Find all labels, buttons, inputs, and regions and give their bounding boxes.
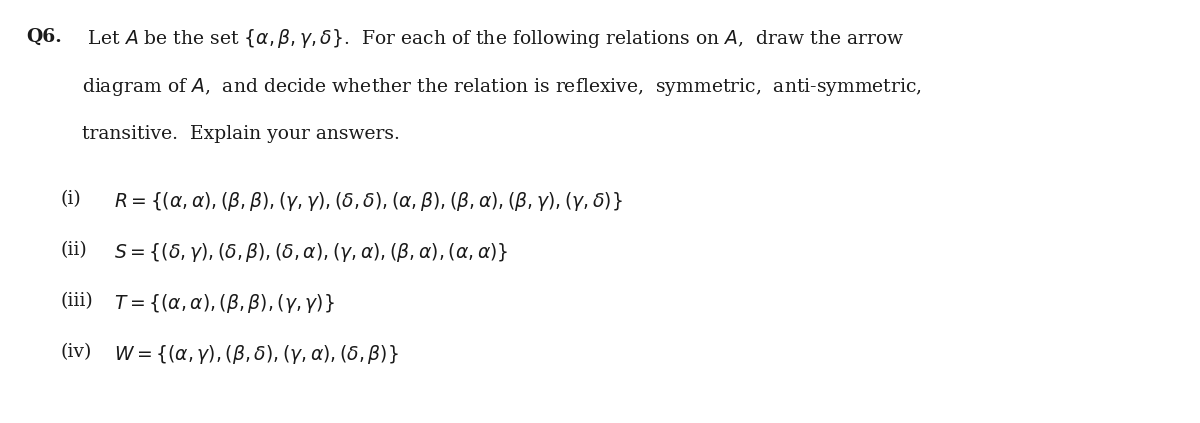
Text: $T = \{(\alpha, \alpha), (\beta, \beta), (\gamma, \gamma)\}$: $T = \{(\alpha, \alpha), (\beta, \beta),…	[114, 292, 335, 315]
Text: Q6.: Q6.	[26, 27, 62, 46]
Text: diagram of $A$,  and decide whether the relation is reflexive,  symmetric,  anti: diagram of $A$, and decide whether the r…	[82, 76, 922, 98]
Text: (iii): (iii)	[60, 292, 92, 310]
Text: $S = \{(\delta, \gamma), (\delta, \beta), (\delta, \alpha), (\gamma, \alpha), (\: $S = \{(\delta, \gamma), (\delta, \beta)…	[114, 241, 509, 264]
Text: $W = \{(\alpha, \gamma), (\beta, \delta), (\gamma, \alpha), (\delta, \beta)\}$: $W = \{(\alpha, \gamma), (\beta, \delta)…	[114, 343, 398, 365]
Text: transitive.  Explain your answers.: transitive. Explain your answers.	[82, 125, 400, 143]
Text: $R = \{(\alpha, \alpha), (\beta, \beta), (\gamma, \gamma), (\delta, \delta), (\a: $R = \{(\alpha, \alpha), (\beta, \beta),…	[114, 190, 623, 213]
Text: (i): (i)	[60, 190, 80, 209]
Text: (ii): (ii)	[60, 241, 86, 259]
Text: (iv): (iv)	[60, 343, 91, 361]
Text: Let $A$ be the set $\{\alpha, \beta, \gamma, \delta\}$.  For each of the followi: Let $A$ be the set $\{\alpha, \beta, \ga…	[82, 27, 904, 50]
